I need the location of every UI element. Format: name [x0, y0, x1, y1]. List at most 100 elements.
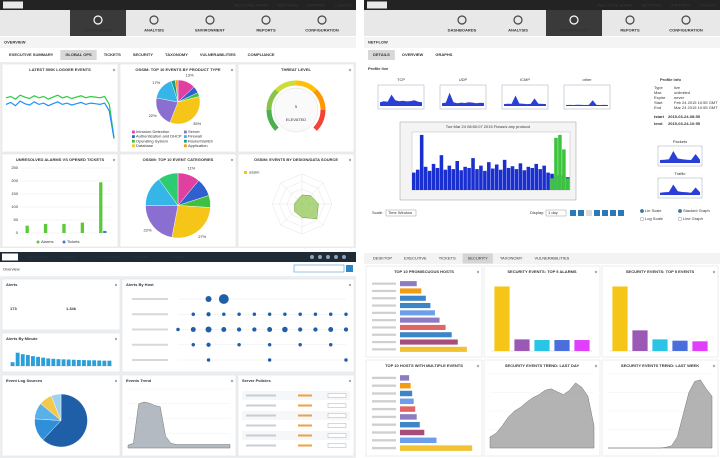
nav-item[interactable]: ANALYSIS	[144, 28, 164, 33]
radio-label[interactable]: Line Graph	[683, 216, 703, 221]
tab[interactable]: EXECUTIVE	[404, 256, 427, 261]
bar	[80, 222, 85, 233]
nav-item[interactable]: ANALYSIS	[508, 28, 528, 33]
tab[interactable]: TICKETS	[439, 256, 456, 261]
widget-menu-icon[interactable]	[114, 283, 118, 287]
bar	[400, 421, 420, 428]
host-label-placeholder	[372, 289, 396, 293]
top-link[interactable]: WELCOME ADMIN	[234, 2, 269, 7]
widget-menu-icon[interactable]	[594, 364, 598, 368]
bubble	[328, 327, 334, 332]
tab[interactable]: GRAPHS	[435, 52, 452, 57]
radio-label[interactable]: Log Scale	[645, 216, 664, 221]
nav-item[interactable]: CONFIGURATION	[669, 28, 703, 33]
radio[interactable]	[640, 216, 645, 221]
top-link[interactable]: SETTINGS	[278, 2, 298, 7]
widget-menu-icon[interactable]	[348, 379, 352, 383]
bar	[400, 302, 431, 309]
radio[interactable]	[640, 208, 645, 213]
widget-title: OSSIM: TOP 10 EVENTS BY PRODUCT TYPE	[135, 67, 220, 72]
radio[interactable]	[678, 216, 683, 221]
tab[interactable]: DETAILS	[373, 52, 390, 57]
widget-menu-icon[interactable]	[230, 68, 234, 72]
select-value[interactable]: 1 day	[548, 210, 558, 215]
widget-menu-icon[interactable]	[230, 379, 234, 383]
widget-menu-icon[interactable]	[112, 158, 116, 162]
select-value[interactable]: Time Window	[388, 210, 412, 215]
tab[interactable]: COMPLIANCE	[248, 52, 275, 57]
legend-label: Router/Switch	[188, 138, 213, 143]
widget-menu-icon[interactable]	[476, 364, 480, 368]
radio-label[interactable]: Lin Scale	[645, 208, 662, 213]
flow-bar	[483, 170, 487, 190]
widget-menu-icon[interactable]	[112, 68, 116, 72]
tab[interactable]: EXECUTIVE SUMMARY	[9, 52, 54, 57]
top-link[interactable]: WELCOME ADMIN	[598, 2, 633, 7]
tab[interactable]: TAXONOMY	[165, 52, 188, 57]
widget-menu-icon[interactable]	[114, 337, 118, 341]
nav-item[interactable]: REPORTS	[620, 28, 640, 33]
toolbar-icon[interactable]	[326, 255, 330, 259]
top-link[interactable]: LOGOUT	[335, 2, 353, 7]
tab[interactable]: SECURITY	[133, 52, 154, 57]
bar	[400, 390, 413, 397]
top-link[interactable]: SUPPORT	[307, 2, 327, 7]
top-link[interactable]: LOGOUT	[699, 2, 717, 7]
nav-active	[546, 10, 602, 36]
tab[interactable]: OVERVIEW	[402, 52, 424, 57]
nav-button	[618, 210, 624, 216]
toolbar-icon[interactable]	[310, 255, 314, 259]
flow-bar	[518, 163, 523, 190]
widget-menu-icon[interactable]	[476, 270, 480, 274]
nav-item[interactable]: CONFIGURATION	[305, 28, 339, 33]
top-link[interactable]: SUPPORT	[671, 2, 691, 7]
bar	[31, 356, 35, 366]
tab[interactable]: DESKTOP	[373, 256, 392, 261]
toolbar-icon[interactable]	[318, 255, 322, 259]
widget-menu-icon[interactable]	[712, 364, 716, 368]
flow-bar	[514, 169, 519, 190]
nav-item[interactable]: Dashboards	[26, 254, 48, 259]
row-label-placeholder	[132, 298, 168, 300]
host-label-placeholder	[372, 446, 396, 450]
top-link[interactable]: SETTINGS	[642, 2, 662, 7]
nav-icon	[261, 15, 271, 25]
nav-item[interactable]: Environment	[98, 254, 121, 259]
nav-item[interactable]: Activity	[62, 254, 75, 259]
cell-placeholder	[298, 414, 312, 417]
widget-title: UNRESOLVED ALARMS VS OPENED TICKETS	[16, 157, 105, 162]
tab[interactable]: SECURITY	[468, 256, 489, 261]
toolbar-icon[interactable]	[334, 255, 338, 259]
nav-item[interactable]: ENVIRONMENT	[195, 28, 225, 33]
widget-menu-icon[interactable]	[230, 158, 234, 162]
bubble	[176, 327, 180, 332]
nav-item[interactable]: Reports	[134, 254, 148, 259]
nav-item[interactable]: DASHBOARDS	[448, 28, 477, 33]
widget-menu-icon[interactable]	[348, 68, 352, 72]
widget-menu-icon[interactable]	[712, 270, 716, 274]
radio[interactable]	[678, 208, 683, 213]
widget-menu-icon[interactable]	[114, 379, 118, 383]
tab[interactable]: VULNERABILITIES	[534, 256, 569, 261]
tab[interactable]: TAXONOMY	[500, 256, 523, 261]
radio-label[interactable]: Stacked Graph	[683, 208, 710, 213]
nav-item[interactable]: Settings	[170, 254, 184, 259]
tab[interactable]: VULNERABILITIES	[200, 52, 236, 57]
widget-menu-icon[interactable]	[594, 270, 598, 274]
gauge-arc	[266, 89, 279, 111]
nav-item[interactable]: REPORTS	[256, 28, 276, 33]
toolbar-icon[interactable]	[342, 255, 346, 259]
tab[interactable]: GLOBAL OPS	[65, 52, 92, 57]
bubble	[313, 312, 318, 316]
info-value: Feb 24 2015 10:55 GMT	[674, 100, 718, 105]
widget-menu-icon[interactable]	[348, 283, 352, 287]
bubble	[218, 294, 229, 304]
tab-active	[60, 50, 97, 60]
tab[interactable]: TICKETS	[104, 52, 121, 57]
flow-bar	[459, 170, 463, 190]
nav-item[interactable]: ENVIRONMENT	[559, 28, 589, 33]
legend-label: Server	[188, 129, 200, 134]
nav-item[interactable]: DASHBOARDS	[84, 28, 113, 33]
bar	[400, 324, 446, 331]
widget-menu-icon[interactable]	[348, 158, 352, 162]
